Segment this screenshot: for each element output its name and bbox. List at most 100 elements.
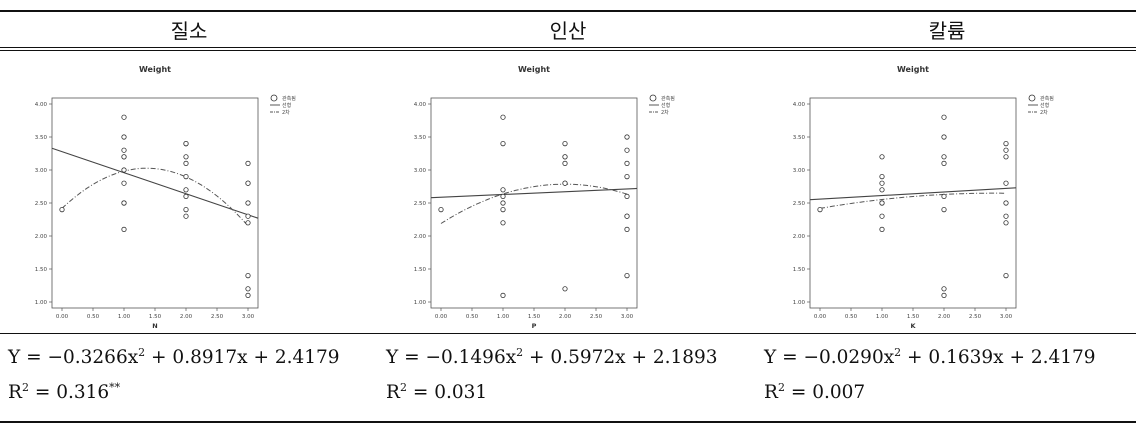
data-point <box>245 220 251 226</box>
linear-fit-line <box>51 147 259 219</box>
data-point <box>121 167 127 173</box>
data-point <box>941 207 947 213</box>
y-tick-label: 4.00 <box>414 102 427 108</box>
data-point <box>562 286 568 292</box>
data-point <box>941 160 947 167</box>
legend-observed-marker <box>1028 94 1036 102</box>
linear-fit-line <box>809 187 1017 201</box>
data-point <box>1003 141 1009 147</box>
chart-title: Weight <box>897 65 929 74</box>
bottom-rule <box>0 421 1136 423</box>
header-potassium: 칼륨 <box>928 19 966 43</box>
y-tick-label: 1.50 <box>35 267 48 273</box>
legend-quadratic-label: 2차 <box>282 109 290 116</box>
data-point <box>879 213 885 219</box>
data-point <box>1003 147 1009 153</box>
x-tick-label: 0.00 <box>56 314 69 320</box>
data-point <box>879 174 885 180</box>
data-point <box>624 134 630 140</box>
x-tick-label: 1.50 <box>528 314 541 320</box>
header-nitrogen: 질소 <box>170 19 208 43</box>
data-point <box>121 114 127 120</box>
data-point <box>245 213 251 219</box>
x-tick-label: 1.50 <box>149 314 162 320</box>
equation-phosphate: Y = −0.1496x2 + 0.5972x + 2.1893 <box>386 346 718 369</box>
header-phosphate: 인산 <box>549 19 587 43</box>
data-point <box>500 200 506 206</box>
data-point <box>1003 220 1009 226</box>
data-point <box>121 226 127 232</box>
legend-quadratic-label: 2차 <box>1040 109 1048 116</box>
x-tick-label: 3.00 <box>242 314 255 320</box>
y-tick-label: 1.00 <box>414 300 427 306</box>
data-point <box>879 187 885 193</box>
chart-nitrogen: Weight 1.00 1.50 2.00 2.50 3.00 3.50 4.00 0.00 0.… <box>35 65 296 328</box>
data-point <box>245 160 251 167</box>
data-point <box>245 200 251 206</box>
data-point <box>941 286 947 292</box>
y-tick-label: 1.50 <box>414 267 427 273</box>
x-tick-label: 2.50 <box>590 314 603 320</box>
r2-potassium: R2 = 0.007 <box>764 381 866 404</box>
data-point <box>183 160 189 167</box>
data-point <box>817 207 823 213</box>
data-point <box>624 147 630 153</box>
x-tick-label: 0.00 <box>435 314 448 320</box>
quadratic-fit-line <box>819 192 1006 209</box>
equation-nitrogen: Y = −0.3266x2 + 0.8917x + 2.4179 <box>8 346 340 369</box>
x-tick-label: 0.50 <box>87 314 100 320</box>
legend-observed-marker <box>270 94 278 102</box>
data-point <box>245 292 251 298</box>
chart-phosphate: Weight 1.00 1.50 2.00 2.50 3.00 3.50 4.00 0.00 0.… <box>414 65 675 328</box>
x-tick-label: 0.50 <box>845 314 858 320</box>
y-tick-label: 2.50 <box>35 201 48 207</box>
data-point <box>121 134 127 140</box>
equation-rule <box>0 333 1136 334</box>
data-point <box>245 273 251 279</box>
r2-phosphate: R2 = 0.031 <box>386 381 488 404</box>
x-tick-label: 0.00 <box>814 314 827 320</box>
plot-frame <box>430 97 638 309</box>
x-tick-label: 1.50 <box>907 314 920 320</box>
data-point <box>879 200 885 206</box>
y-tick-label: 3.50 <box>414 135 427 141</box>
data-point <box>59 207 65 213</box>
data-point <box>562 180 568 186</box>
linear-fit-line <box>430 187 638 199</box>
data-point <box>121 154 127 160</box>
x-tick-label: 0.50 <box>466 314 479 320</box>
x-tick-label: 1.00 <box>497 314 510 320</box>
plot-frame <box>809 97 1017 309</box>
data-point <box>500 207 506 213</box>
data-point <box>562 160 568 167</box>
x-tick-label: 1.00 <box>118 314 131 320</box>
data-point <box>183 174 189 180</box>
data-point <box>624 160 630 167</box>
legend-observed-label: 관측됨 <box>661 95 675 102</box>
quadratic-fit-line <box>440 183 628 224</box>
data-point <box>562 141 568 147</box>
data-point <box>1003 213 1009 219</box>
y-tick-label: 1.00 <box>793 300 806 306</box>
data-point <box>500 193 506 199</box>
data-point <box>183 207 189 213</box>
chart-title: Weight <box>518 65 550 74</box>
data-point <box>941 193 947 199</box>
plot-frame <box>51 97 259 309</box>
data-point <box>121 200 127 206</box>
top-rule <box>0 10 1136 12</box>
y-tick-label: 2.00 <box>35 234 48 240</box>
data-point <box>500 220 506 226</box>
legend-linear-label: 선형 <box>1040 102 1049 109</box>
x-tick-label: 3.00 <box>1000 314 1013 320</box>
quadratic-fit-line <box>61 167 249 227</box>
x-tick-label: 2.00 <box>559 314 572 320</box>
y-tick-label: 3.00 <box>414 168 427 174</box>
y-tick-label: 1.50 <box>793 267 806 273</box>
y-tick-label: 2.50 <box>793 201 806 207</box>
data-point <box>624 273 630 279</box>
y-tick-label: 4.00 <box>35 102 48 108</box>
data-point <box>121 180 127 186</box>
data-point <box>438 207 444 213</box>
